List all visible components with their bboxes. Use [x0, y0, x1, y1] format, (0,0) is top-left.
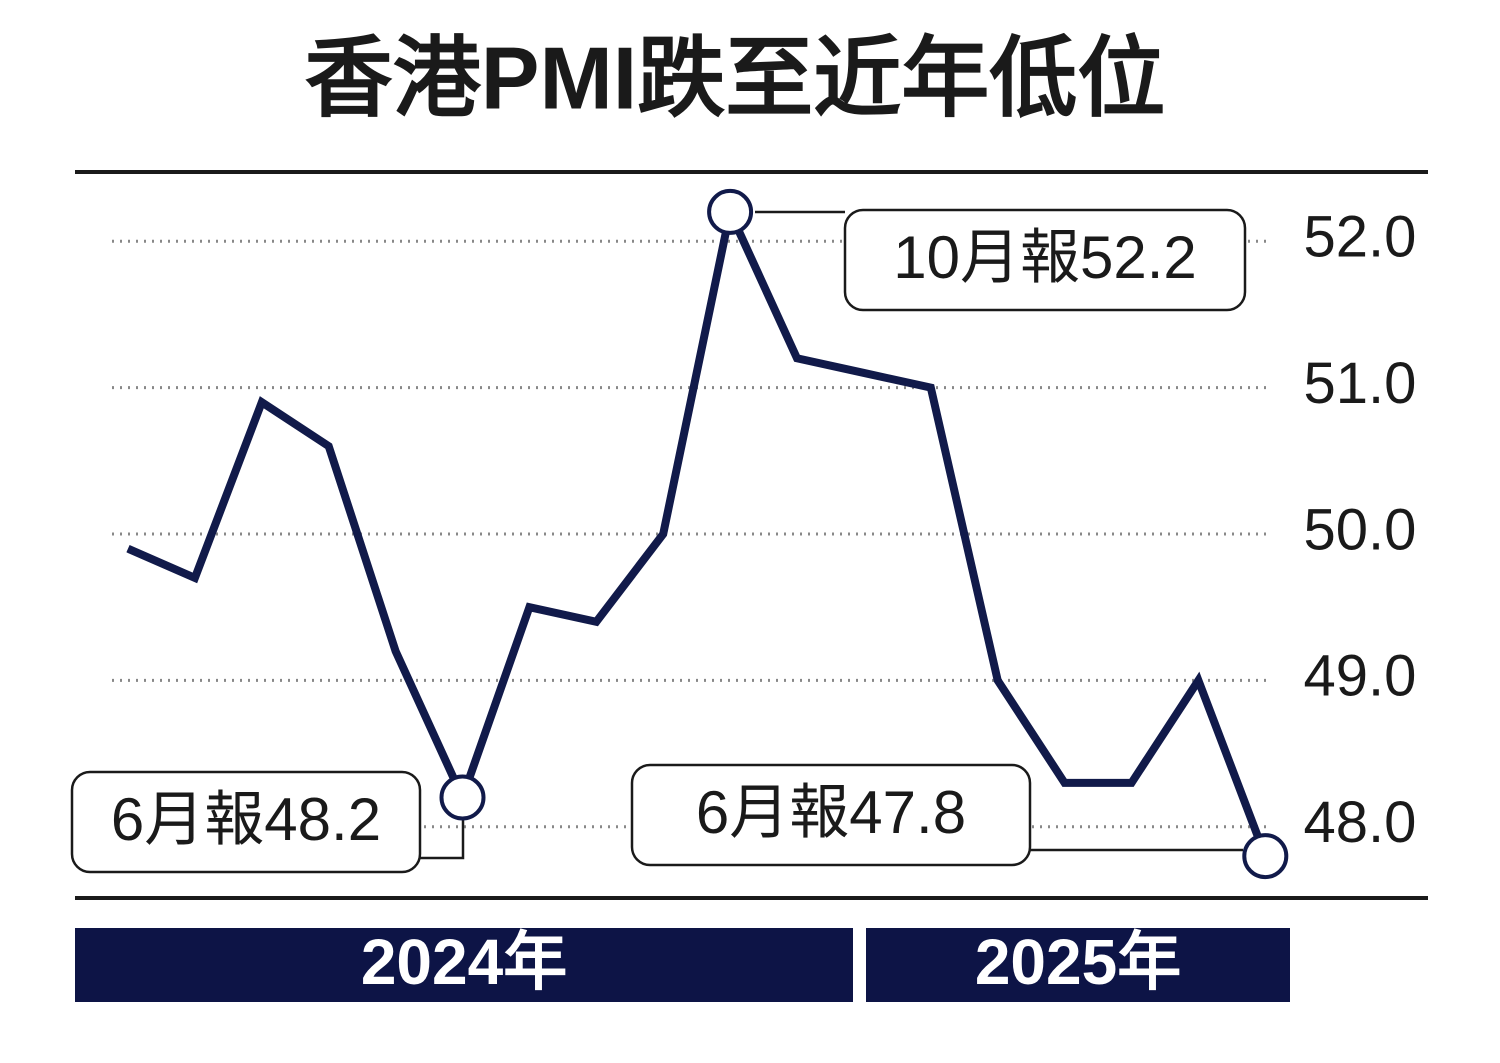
callout-box [630, 763, 1032, 867]
year-label: 2024年 [361, 926, 567, 998]
connector [420, 820, 465, 860]
year-band [75, 928, 853, 1002]
y-tick-label: 48.0 [1304, 790, 1417, 855]
year-band [866, 928, 1290, 1002]
point-marker [439, 774, 486, 821]
annotation: 6月報48.2 [111, 786, 381, 853]
point-marker [1242, 833, 1289, 880]
y-tick-label: 50.0 [1304, 497, 1417, 562]
annotation: 6月報47.8 [696, 779, 966, 846]
chart-title: 香港PMI跌至近年低位 [305, 28, 1165, 127]
y-tick-label: 49.0 [1304, 644, 1417, 709]
line [126, 199, 1270, 858]
y-tick-label: 51.0 [1304, 351, 1417, 416]
callout-box [70, 770, 422, 874]
callout-box [843, 208, 1247, 312]
annotation: 10月報52.2 [893, 224, 1197, 291]
y-tick-label: 52.0 [1304, 205, 1417, 270]
point-marker [707, 188, 754, 235]
year-label: 2025年 [975, 926, 1181, 998]
